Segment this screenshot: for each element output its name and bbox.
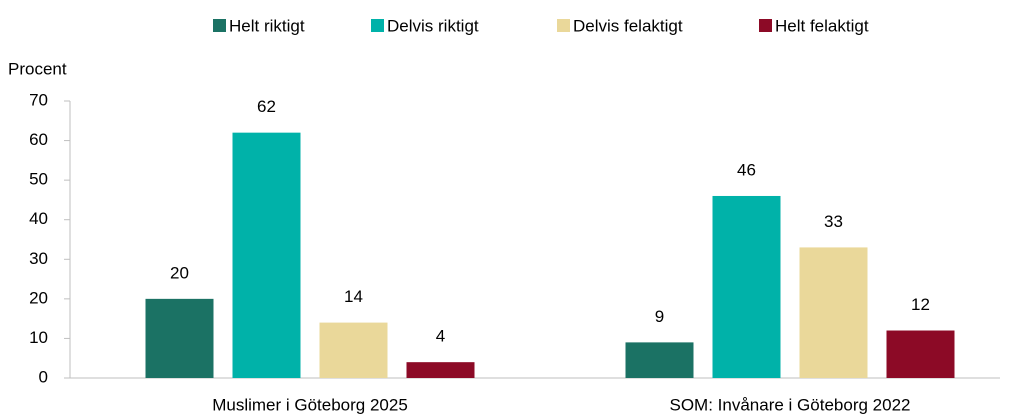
y-tick-label: 60 bbox=[29, 130, 48, 149]
legend-swatch bbox=[213, 19, 226, 32]
data-label: 4 bbox=[436, 327, 445, 346]
legend-label: Helt felaktigt bbox=[775, 16, 869, 35]
y-tick-label: 0 bbox=[39, 367, 48, 386]
bar bbox=[232, 132, 301, 378]
y-tick-label: 10 bbox=[29, 328, 48, 347]
bar bbox=[145, 298, 214, 378]
bar bbox=[406, 362, 475, 378]
legend-label: Delvis felaktigt bbox=[573, 16, 683, 35]
legend-swatch bbox=[557, 19, 570, 32]
y-tick-label: 40 bbox=[29, 209, 48, 228]
y-tick-label: 20 bbox=[29, 288, 48, 307]
bar bbox=[886, 330, 955, 378]
data-label: 33 bbox=[824, 212, 843, 231]
y-tick-label: 30 bbox=[29, 249, 48, 268]
legend-swatch bbox=[759, 19, 772, 32]
legend-label: Helt riktigt bbox=[229, 16, 305, 35]
data-label: 46 bbox=[737, 160, 756, 179]
data-label: 9 bbox=[655, 307, 664, 326]
legend-swatch bbox=[371, 19, 384, 32]
data-label: 12 bbox=[911, 295, 930, 314]
x-tick-label: Muslimer i Göteborg 2025 bbox=[212, 395, 408, 414]
bar bbox=[799, 247, 868, 378]
data-label: 14 bbox=[344, 287, 363, 306]
data-label: 62 bbox=[257, 97, 276, 116]
y-axis-label: Procent bbox=[8, 59, 67, 78]
bar bbox=[319, 322, 388, 378]
bar bbox=[625, 342, 694, 378]
y-tick-label: 70 bbox=[29, 90, 48, 109]
y-tick-label: 50 bbox=[29, 170, 48, 189]
x-tick-label: SOM: Invånare i Göteborg 2022 bbox=[670, 395, 911, 414]
data-label: 20 bbox=[170, 263, 189, 282]
legend-label: Delvis riktigt bbox=[387, 16, 479, 35]
bar bbox=[712, 195, 781, 378]
